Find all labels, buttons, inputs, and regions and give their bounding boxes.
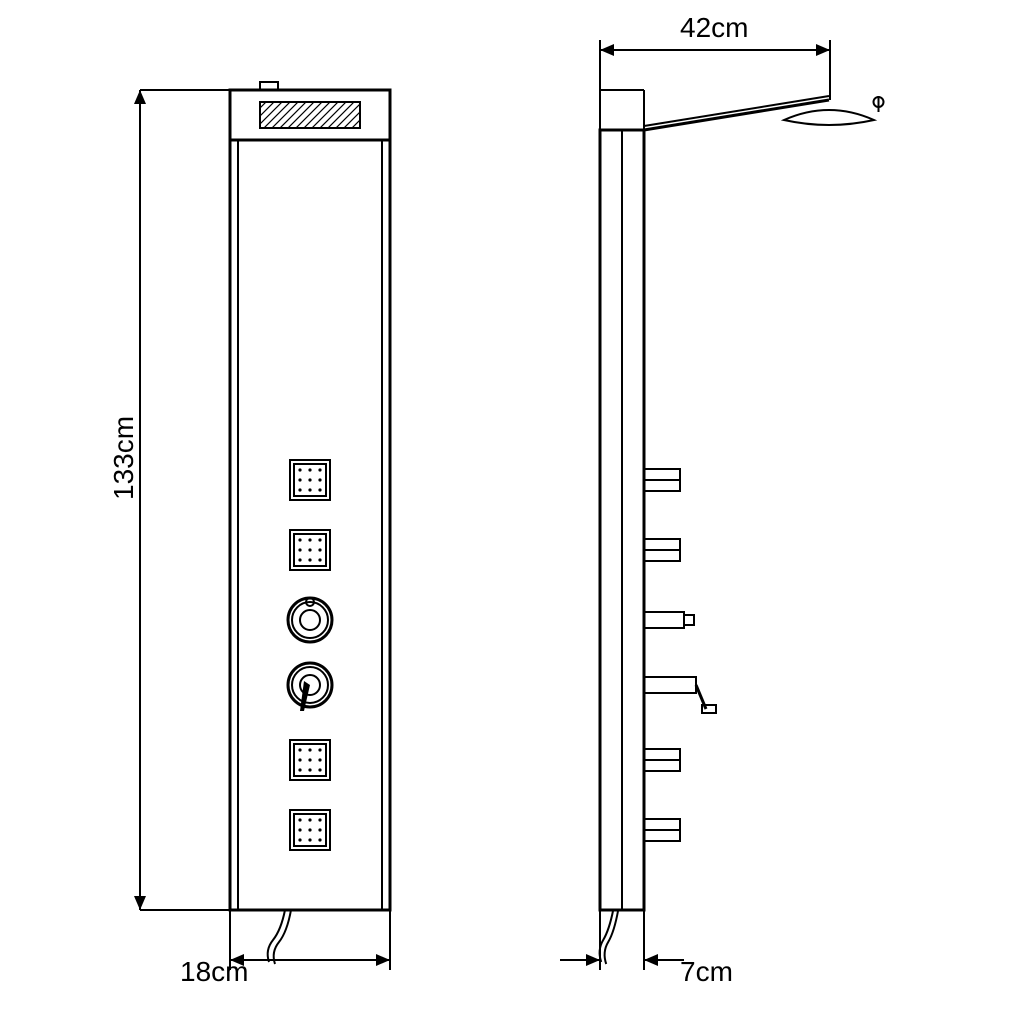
dim-front-width-label: 18cm: [180, 956, 248, 988]
dim-top-reach-label: 42cm: [680, 12, 748, 44]
dim-side-depth-label: 7cm: [680, 956, 733, 988]
dim-height-label: 133cm: [108, 416, 140, 500]
